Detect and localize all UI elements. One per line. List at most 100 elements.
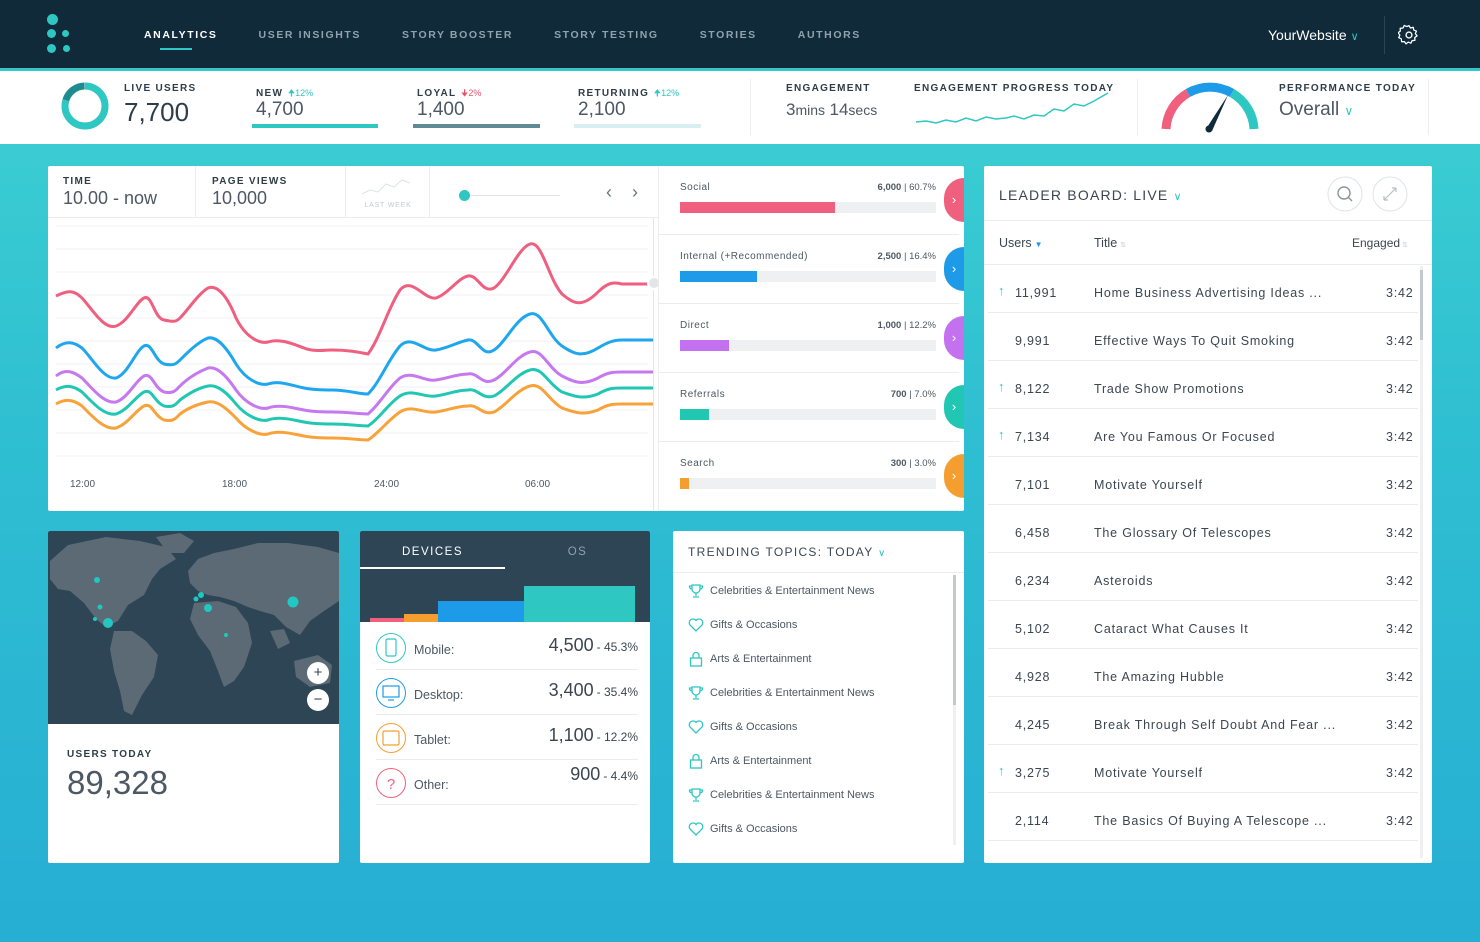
leaderboard-row[interactable]: 4,245 Break Through Self Doubt And Fear .… — [988, 697, 1418, 745]
chevron-right-icon[interactable]: › — [944, 178, 964, 222]
chevron-left-icon[interactable]: ‹ — [606, 182, 612, 202]
leaderboard-row[interactable]: ↑ 8,122 Trade Show Promotions 3:42 — [988, 361, 1418, 409]
trophy-icon — [687, 785, 705, 803]
nav-authors[interactable]: AUTHORS — [797, 29, 861, 41]
device-row[interactable]: Mobile: 4,500- 45.3% — [376, 625, 638, 670]
source-row[interactable]: Referrals 700 | 7.0% › — [659, 373, 964, 442]
zoom-out-button[interactable]: − — [307, 689, 329, 711]
chevron-right-icon[interactable]: › — [944, 316, 964, 360]
leaderboard-title[interactable]: LEADER BOARD: LIVE ∨ — [999, 187, 1183, 203]
source-row[interactable]: Internal (+Recommended) 2,500 | 16.4% › — [659, 235, 964, 304]
returning-value: 2,100 — [578, 99, 626, 120]
pageviews-value: 10,000 — [212, 188, 268, 208]
device-label: Tablet: — [414, 733, 451, 747]
chevron-right-icon[interactable]: › — [944, 385, 964, 429]
row-title: Are You Famous Or Focused — [1094, 430, 1276, 444]
leaderboard-row[interactable]: 5,102 Cataract What Causes It 3:42 — [988, 601, 1418, 649]
trending-scrollbar[interactable] — [953, 575, 956, 845]
time-slider-handle[interactable] — [459, 190, 470, 201]
expand-icon[interactable] — [1372, 176, 1408, 212]
source-row[interactable]: Social 6,000 | 60.7% › — [659, 166, 964, 235]
users-column-header[interactable]: Users ▼ — [999, 236, 1043, 250]
scrollbar-thumb[interactable] — [1420, 270, 1423, 340]
trending-item[interactable]: Gifts & Occasions — [687, 819, 947, 853]
nav-stories[interactable]: STORIES — [699, 29, 757, 41]
world-map[interactable] — [48, 531, 339, 724]
time-slider-track[interactable] — [460, 195, 560, 196]
device-row[interactable]: Desktop: 3,400- 35.4% — [376, 670, 638, 715]
gear-icon[interactable] — [1398, 24, 1420, 46]
leaderboard-row[interactable]: ↑ 7,134 Are You Famous Or Focused 3:42 — [988, 409, 1418, 457]
arrow-down-icon: 🠋 — [460, 88, 469, 98]
row-title: Break Through Self Doubt And Fear ... — [1094, 718, 1336, 732]
time-box[interactable]: TIME 10.00 - now — [48, 166, 196, 218]
leaderboard-row[interactable]: 7,101 Motivate Yourself 3:42 — [988, 457, 1418, 505]
loyal-value: 1,400 — [417, 99, 465, 120]
search-icon[interactable] — [1327, 176, 1363, 212]
trending-item[interactable]: Celebrities & Entertainment News — [687, 581, 947, 615]
nav-analytics[interactable]: ANALYTICS — [144, 29, 218, 50]
chevron-right-icon[interactable]: › — [632, 182, 638, 202]
divider — [1428, 79, 1429, 135]
leaderboard-row[interactable]: 6,458 The Glossary Of Telescopes 3:42 — [988, 505, 1418, 553]
x-tick-label: 06:00 — [525, 479, 550, 490]
nav-user-insights[interactable]: USER INSIGHTS — [258, 29, 362, 41]
trending-title[interactable]: TRENDING TOPICS: TODAY ∨ — [688, 545, 887, 559]
performance-label: PERFORMANCE TODAY — [1279, 83, 1417, 94]
tab-os[interactable]: OS — [505, 531, 650, 569]
pageviews-box[interactable]: PAGE VIEWS 10,000 — [196, 166, 346, 218]
arrow-up-icon: ↑ — [998, 427, 1006, 442]
nav-story-testing[interactable]: STORY TESTING — [554, 29, 659, 41]
devices-card: DEVICES OS Mobile: 4,500- 45.3% Desktop: 3,… — [360, 531, 650, 863]
engaged-column-header[interactable]: Engaged ⇅ — [1352, 236, 1408, 250]
nav-story-booster[interactable]: STORY BOOSTER — [402, 29, 514, 41]
trending-item[interactable]: Gifts & Occasions — [687, 717, 947, 751]
last-week-toggle[interactable]: LAST WEEK — [346, 166, 430, 218]
leaderboard-row[interactable]: ↑ 11,991 Home Business Advertising Ideas .… — [988, 265, 1418, 313]
performance-selector[interactable]: Overall ∨ — [1279, 99, 1353, 121]
leaderboard-scrollbar[interactable] — [1420, 266, 1423, 858]
separator: | — [901, 182, 910, 193]
trending-item[interactable]: Gifts & Occasions — [687, 615, 947, 649]
logo[interactable] — [44, 14, 78, 58]
row-engaged: 3:42 — [1386, 430, 1414, 444]
source-count: 2,500 — [877, 251, 902, 262]
trending-label: Celebrities & Entertainment News — [710, 687, 875, 699]
engagement-progress-label: ENGAGEMENT PROGRESS TODAY — [914, 83, 1115, 94]
pageviews-label: PAGE VIEWS — [212, 176, 288, 187]
source-row[interactable]: Search 300 | 3.0% › — [659, 442, 964, 511]
leaderboard-row[interactable]: 9,991 Effective Ways To Quit Smoking 3:42 — [988, 313, 1418, 361]
tab-os-label: OS — [567, 546, 588, 558]
device-row[interactable]: Tablet: 1,100- 12.2% — [376, 715, 638, 760]
device-row[interactable]: ? Other: 900- 4.4% — [376, 760, 638, 805]
chevron-right-icon[interactable]: › — [944, 247, 964, 291]
sort-icon: ⇅ — [1120, 242, 1127, 249]
users-today-label: USERS TODAY — [67, 749, 153, 760]
trending-item[interactable]: Arts & Entertainment — [687, 649, 947, 683]
source-bar-track — [680, 271, 936, 282]
scrollbar-thumb[interactable] — [953, 575, 956, 705]
leaderboard-row[interactable]: 2,114 The Basics Of Buying A Telescope ..… — [988, 793, 1418, 841]
chart-scrubber-handle[interactable] — [647, 276, 661, 290]
trending-item[interactable]: Celebrities & Entertainment News — [687, 785, 947, 819]
source-row[interactable]: Direct 1,000 | 12.2% › — [659, 304, 964, 373]
row-engaged: 3:42 — [1386, 478, 1414, 492]
tab-devices[interactable]: DEVICES — [360, 531, 505, 569]
title-column-header[interactable]: Title ⇅ — [1094, 236, 1126, 250]
leaderboard-row[interactable]: 4,928 The Amazing Hubble 3:42 — [988, 649, 1418, 697]
leaderboard-row[interactable]: ↑ 3,275 Motivate Yourself 3:42 — [988, 745, 1418, 793]
trending-item[interactable]: Arts & Entertainment — [687, 751, 947, 785]
live-users-donut — [61, 82, 109, 130]
arrow-up-icon: 🠉 — [653, 88, 662, 98]
website-selector[interactable]: YourWebsite ∨ — [1268, 27, 1359, 43]
row-users: 8,122 — [1015, 382, 1051, 396]
leaderboard-row[interactable]: 6,234 Asteroids 3:42 — [988, 553, 1418, 601]
source-percent: 16.4% — [909, 251, 936, 262]
device-value: 1,100- 12.2% — [549, 725, 638, 746]
x-tick-label: 24:00 — [374, 479, 399, 490]
chevron-right-icon[interactable]: › — [944, 454, 964, 498]
performance-value: Overall — [1279, 99, 1340, 120]
trending-item[interactable]: Celebrities & Entertainment News — [687, 683, 947, 717]
top-navigation-bar: ANALYTICS USER INSIGHTS STORY BOOSTER ST… — [0, 0, 1480, 71]
zoom-in-button[interactable]: + — [307, 662, 329, 684]
